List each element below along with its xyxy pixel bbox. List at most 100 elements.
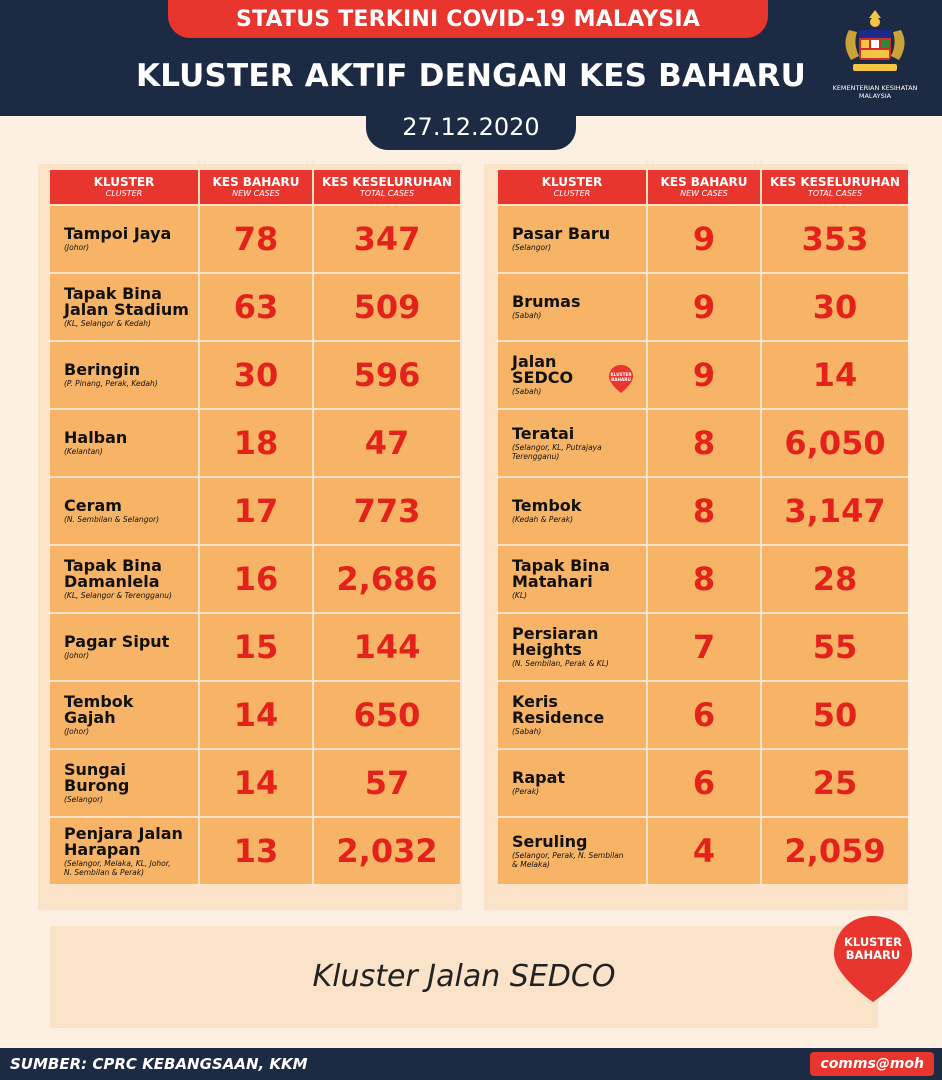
cluster-state: (Johor)	[64, 727, 90, 736]
new-cases: 17	[233, 492, 279, 530]
status-banner: STATUS TERKINI COVID-19 MALAYSIA	[168, 0, 768, 38]
new-cases: 8	[692, 424, 716, 462]
cluster-state: (Selangor, Melaka, KL, Johor, N. Sembila…	[64, 858, 171, 877]
new-cluster-pin-icon: KLUSTER BAHARU	[608, 364, 634, 394]
table-row: Seruling (Selangor, Perak, N. Sembilan & …	[498, 816, 908, 884]
cluster-state: (Selangor, Perak, N. Sembilan & Melaka)	[512, 850, 624, 869]
cluster-state: (Selangor)	[64, 795, 104, 804]
cluster-table-right: KLUSTER CLUSTER KES BAHARU NEW CASES KES K…	[498, 170, 908, 884]
cluster-state: (KL, Selangor & Kedah)	[64, 319, 151, 328]
cluster-state: (Johor)	[64, 651, 90, 660]
total-cases: 353	[801, 220, 869, 258]
total-cases: 47	[364, 424, 410, 462]
table-row: Beringin (P. Pinang, Perak, Kedah) 30 596	[50, 340, 460, 408]
cluster-state: (Selangor)	[512, 243, 552, 252]
total-cases: 30	[812, 288, 858, 326]
footer-bar: SUMBER: CPRC KEBANGSAAN, KKM comms@moh	[0, 1048, 942, 1080]
new-cases: 6	[692, 696, 716, 734]
cluster-name: Seruling	[512, 831, 588, 851]
total-cases: 2,032	[336, 832, 438, 870]
col-cluster-header: KLUSTER CLUSTER	[50, 170, 200, 204]
new-cluster-legend-label: KLUSTER BAHARU	[843, 935, 902, 962]
total-cases: 14	[812, 356, 858, 394]
table-row: Tembok (Kedah & Perak) 8 3,147	[498, 476, 908, 544]
date-tab: 27.12.2020	[366, 104, 576, 150]
cluster-name: Persiaran Heights	[512, 624, 599, 659]
col-new-header: KES BAHARU NEW CASES	[200, 170, 314, 204]
table-row: Tampoi Jaya (Johor) 78 347	[50, 204, 460, 272]
new-cases: 9	[692, 356, 716, 394]
cluster-state: (Kedah & Perak)	[512, 515, 574, 524]
cluster-name: Tapak Bina Damanlela	[64, 556, 162, 591]
total-cases: 50	[812, 696, 858, 734]
table-row: Penjara Jalan Harapan (Selangor, Melaka, …	[50, 816, 460, 884]
mini-pin-label-line2: BAHARU	[611, 377, 631, 382]
cluster-name: Beringin	[64, 360, 141, 379]
cluster-name: Pasar Baru	[512, 224, 611, 243]
table-row: Persiaran Heights (N. Sembilan, Perak & K…	[498, 612, 908, 680]
table-row: Pagar Siput (Johor) 15 144	[50, 612, 460, 680]
col-new-header: KES BAHARU NEW CASES	[648, 170, 762, 204]
new-cases: 7	[692, 628, 716, 666]
new-cases: 63	[233, 288, 279, 326]
cluster-name: Sungai Burong	[64, 760, 130, 795]
cluster-state: (Sabah)	[512, 311, 542, 320]
cluster-state: (Johor)	[64, 243, 90, 252]
total-cases: 2,686	[336, 560, 438, 598]
new-cases: 78	[233, 220, 279, 258]
total-cases: 596	[353, 356, 421, 394]
cluster-name: Penjara Jalan Harapan	[64, 823, 183, 859]
new-cases: 9	[692, 288, 716, 326]
new-cases: 8	[692, 492, 716, 530]
total-cases: 773	[353, 492, 421, 530]
new-cases: 15	[233, 628, 279, 666]
table-row: Tembok Gajah (Johor) 14 650	[50, 680, 460, 748]
cluster-state: (N. Sembilan, Perak & KL)	[512, 659, 609, 668]
total-cases: 25	[812, 764, 858, 802]
cluster-state: (Kelantan)	[64, 447, 103, 456]
cluster-name: Brumas	[512, 292, 581, 311]
right-panel: KLUSTER CLUSTER KES BAHARU NEW CASES KES K…	[484, 164, 908, 910]
col-total-header: KES KESELURUHAN TOTAL CASES	[762, 170, 908, 204]
mini-pin-label-line1: KLUSTER	[610, 372, 632, 377]
col-cluster-header: KLUSTER CLUSTER	[498, 170, 648, 204]
total-cases: 144	[353, 628, 421, 666]
source-credit: SUMBER: CPRC KEBANGSAAN, KKM	[10, 1055, 308, 1073]
cluster-table-left: KLUSTER CLUSTER KES BAHARU NEW CASES KES K…	[50, 170, 460, 884]
cluster-state: (KL)	[512, 591, 527, 600]
left-panel: KLUSTER CLUSTER KES BAHARU NEW CASES KES K…	[38, 164, 462, 910]
table-row: Halban (Kelantan) 18 47	[50, 408, 460, 476]
new-cases: 4	[692, 832, 716, 870]
ministry-logo: KEMENTERIAN KESIHATAN MALAYSIA	[820, 6, 930, 110]
cluster-name: Tembok	[512, 496, 582, 515]
new-cases: 8	[692, 560, 716, 598]
table-row: Pasar Baru (Selangor) 9 353	[498, 204, 908, 272]
total-cases: 509	[353, 288, 421, 326]
new-cases: 18	[233, 424, 279, 462]
table-row: Jalan SEDCO (Sabah) KLUSTER BAHARU 9 14	[498, 340, 908, 408]
total-cases: 650	[353, 696, 421, 734]
new-cases: 14	[233, 696, 279, 734]
cluster-name: Tapak Bina Jalan Stadium	[64, 284, 189, 319]
cluster-state: (Perak)	[512, 787, 540, 796]
table-row: Tapak Bina Matahari (KL) 8 28	[498, 544, 908, 612]
cluster-name: Teratai	[512, 423, 575, 443]
table-row: Tapak Bina Damanlela (KL, Selangor & Tere…	[50, 544, 460, 612]
social-handle: comms@moh	[810, 1052, 934, 1076]
cluster-name: Tembok Gajah	[64, 692, 134, 727]
cluster-state: (P. Pinang, Perak, Kedah)	[64, 379, 158, 388]
total-cases: 2,059	[784, 832, 886, 870]
new-cluster-note: Kluster Jalan SEDCO	[50, 926, 878, 1028]
col-total-header: KES KESELURUHAN TOTAL CASES	[314, 170, 460, 204]
cluster-name: Rapat	[512, 768, 566, 787]
table-row: Sungai Burong (Selangor) 14 57	[50, 748, 460, 816]
total-cases: 28	[812, 560, 858, 598]
total-cases: 55	[812, 628, 858, 666]
cluster-name: Jalan SEDCO	[512, 352, 574, 387]
cluster-name: Keris Residence	[512, 692, 605, 727]
cluster-name: Ceram	[64, 496, 122, 515]
cluster-state: (KL, Selangor & Terengganu)	[64, 591, 172, 600]
table-row: Rapat (Perak) 6 25	[498, 748, 908, 816]
total-cases: 6,050	[784, 424, 886, 462]
total-cases: 3,147	[784, 492, 886, 530]
